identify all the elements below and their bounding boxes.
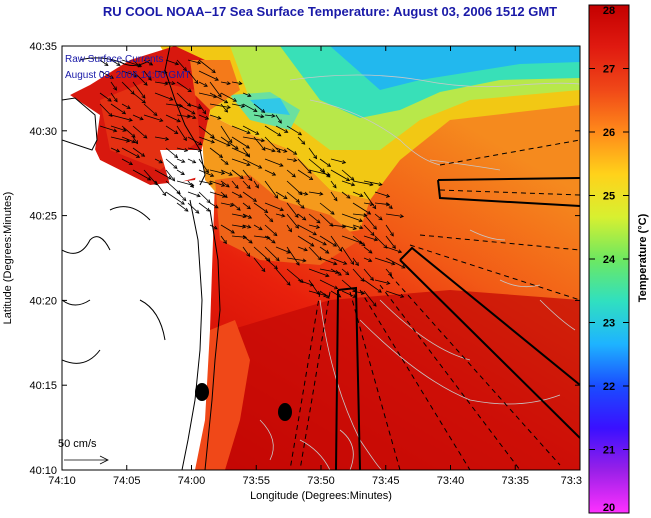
- y-tick-label: 40:35: [29, 41, 57, 53]
- colorbar-tick-23: 23: [603, 318, 615, 330]
- y-tick-label: 40:25: [29, 211, 57, 223]
- y-tick-label: 40:10: [29, 465, 57, 477]
- buoy-2: [278, 403, 292, 421]
- bathymetry-contours: [259, 74, 580, 470]
- scale-label: 50 cm/s: [58, 438, 97, 450]
- map-title: RU COOL NOAA–17 Sea Surface Temperature:…: [102, 4, 558, 19]
- y-tick-label: 40:20: [29, 295, 57, 307]
- colorbar-tick-27: 27: [603, 64, 615, 76]
- currents-legend-title: Raw Surface Currents: [65, 54, 163, 65]
- colorbar-tick-21: 21: [603, 445, 615, 457]
- colorbar-tick-24: 24: [603, 254, 616, 266]
- x-tick-label: 73:3: [561, 475, 582, 487]
- current-scale: 50 cm/s: [58, 438, 109, 465]
- buoy-markers: [195, 383, 292, 421]
- colorbar-label: Temperature (°C): [637, 213, 649, 302]
- x-tick-label: 74:00: [178, 475, 206, 487]
- x-tick-label: 73:35: [501, 475, 529, 487]
- x-tick-label: 73:50: [307, 475, 335, 487]
- y-tick-label: 40:15: [29, 380, 57, 392]
- x-axis-label: Longitude (Degrees:Minutes): [250, 490, 392, 502]
- plot-area: [62, 46, 580, 470]
- colorbar-tick-28: 28: [603, 5, 615, 17]
- x-tick-label: 73:45: [372, 475, 400, 487]
- current-vectors: [99, 59, 406, 307]
- colorbar-tick-22: 22: [603, 381, 615, 393]
- colorbar-tick-20: 20: [603, 502, 615, 514]
- x-axis: 74:10 74:05 74:00 73:55 73:50 73:45 73:40 73:35…: [48, 46, 582, 487]
- currents-legend-time: August 03, 2006 14:00 GMT: [65, 70, 191, 81]
- buoy-1: [195, 383, 209, 401]
- x-tick-label: 74:05: [113, 475, 141, 487]
- colorbar-tick-26: 26: [603, 127, 615, 139]
- x-tick-label: 73:55: [242, 475, 270, 487]
- y-axis-label: Latitude (Degrees:Minutes): [2, 192, 14, 325]
- y-axis: 40:35 40:30 40:25 40:20 40:15 40:10: [29, 41, 580, 477]
- coastline: [62, 46, 221, 470]
- transect-lines: [289, 139, 580, 470]
- y-tick-label: 40:30: [29, 126, 57, 138]
- colorbar: 28 27 26 25 24 23 22 21 20 Temperature (°C): [588, 4, 649, 514]
- x-tick-label: 74:10: [48, 475, 76, 487]
- x-tick-label: 73:40: [437, 475, 465, 487]
- colorbar-tick-25: 25: [603, 191, 615, 203]
